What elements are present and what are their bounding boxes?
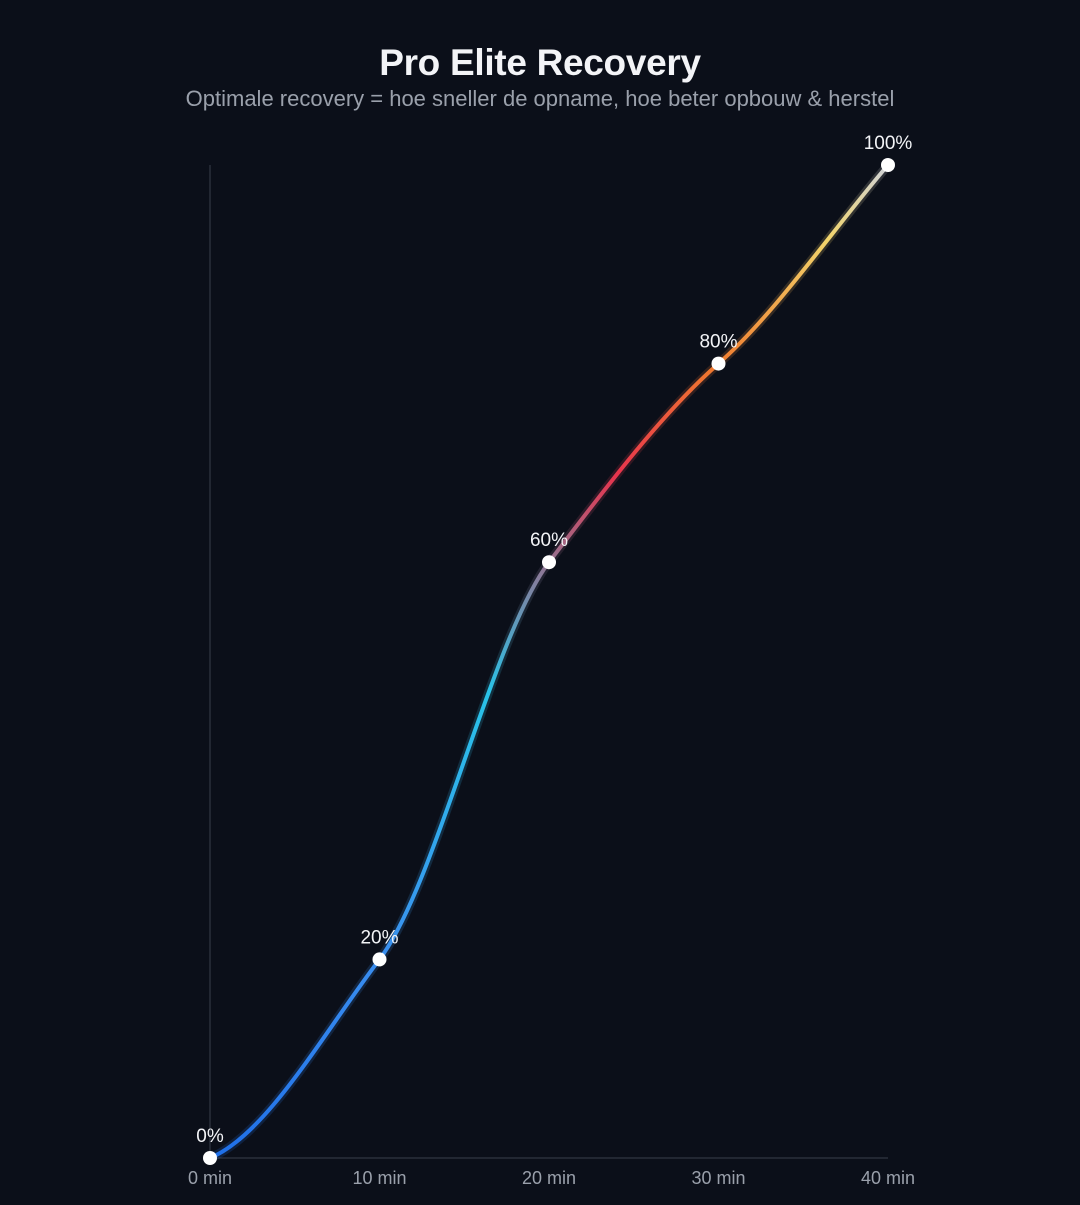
x-tick-label: 0 min — [188, 1168, 232, 1188]
chart-subtitle: Optimale recovery = hoe sneller de opnam… — [185, 86, 895, 111]
marker-layer — [203, 158, 895, 1165]
data-point — [203, 1151, 217, 1165]
data-point — [711, 356, 726, 371]
data-label: 0% — [196, 1126, 224, 1147]
data-point — [542, 555, 556, 570]
data-label: 60% — [530, 530, 568, 551]
series-line — [208, 163, 890, 1160]
chart-title: Pro Elite Recovery — [379, 42, 701, 83]
label-layer: 0% 20% 60% 80% 100% — [196, 133, 912, 1147]
x-tick-label: 40 min — [861, 1168, 915, 1188]
data-label: 20% — [360, 927, 398, 948]
series-line-glow — [205, 160, 893, 1163]
data-label: 80% — [699, 332, 737, 353]
line-layer — [205, 160, 893, 1163]
data-point — [881, 158, 895, 172]
data-label: 100% — [864, 133, 913, 154]
x-tick-label: 20 min — [522, 1168, 576, 1188]
x-tick-label: 10 min — [352, 1168, 406, 1188]
axes: 0 min 10 min 20 min 30 min 40 min — [188, 165, 915, 1188]
x-tick-label: 30 min — [691, 1168, 745, 1188]
data-point — [372, 952, 387, 967]
